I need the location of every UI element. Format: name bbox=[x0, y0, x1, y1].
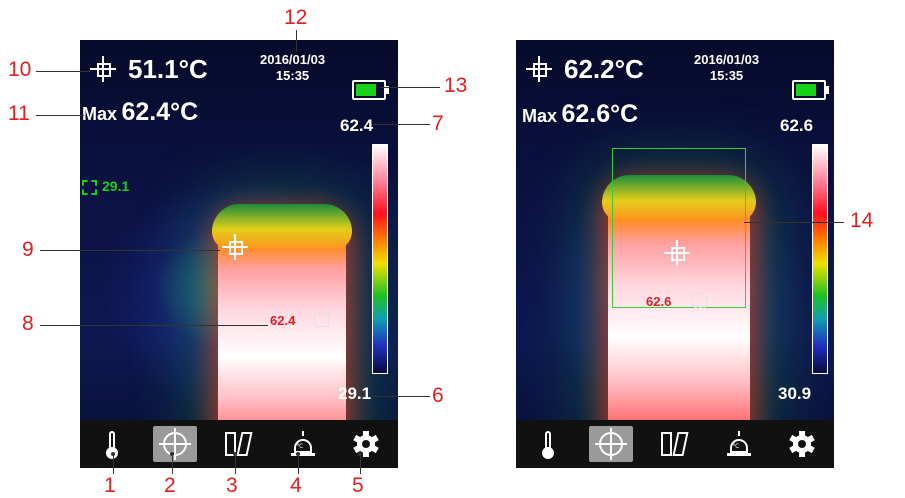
leader-2 bbox=[172, 454, 173, 474]
tool-alarm[interactable]: ℃ bbox=[281, 426, 325, 462]
callout-10: 10 bbox=[8, 58, 32, 81]
hot-spot-icon bbox=[314, 312, 329, 327]
battery-icon bbox=[352, 80, 389, 100]
thermometer-icon bbox=[541, 431, 554, 459]
scale-max-value: 62.4 bbox=[340, 116, 374, 135]
date-text: 2016/01/03 bbox=[694, 52, 760, 67]
leader-9 bbox=[40, 250, 220, 251]
tool-settings[interactable] bbox=[780, 426, 824, 462]
leader-5 bbox=[360, 454, 361, 474]
spot-temperature: 51.1°C bbox=[128, 54, 208, 84]
callout-13: 13 bbox=[444, 74, 468, 97]
tool-palette[interactable] bbox=[653, 426, 697, 462]
spot-crosshair-icon bbox=[526, 56, 552, 82]
toolbar: ℃ bbox=[80, 420, 398, 468]
callout-4: 4 bbox=[290, 474, 302, 497]
callout-12: 12 bbox=[284, 6, 308, 29]
max-readout: Max 62.6°C bbox=[522, 100, 638, 129]
measurement-area-box[interactable] bbox=[612, 148, 746, 308]
leader-1 bbox=[113, 454, 114, 474]
toolbar: ℃ bbox=[516, 420, 834, 468]
alarm-icon: ℃ bbox=[290, 431, 316, 457]
leader-11 bbox=[36, 115, 84, 116]
thermal-screen-a: 51.1°C 2016/01/03 15:35 Max 62.4°C 62.4 … bbox=[80, 40, 398, 468]
thermal-screen-b: 62.2°C 2016/01/03 15:35 Max 62.6°C 62.6 … bbox=[516, 40, 834, 468]
leader-10 bbox=[36, 71, 90, 72]
battery-icon bbox=[792, 80, 829, 100]
tool-settings[interactable] bbox=[344, 426, 388, 462]
leader-6 bbox=[372, 396, 430, 397]
hot-spot-temperature: 62.6 bbox=[646, 294, 672, 309]
target-icon bbox=[159, 428, 192, 460]
tool-measure[interactable] bbox=[589, 426, 634, 462]
leader-3 bbox=[235, 454, 236, 474]
leader-dot-4 bbox=[296, 452, 300, 456]
datetime: 2016/01/03 15:35 bbox=[694, 52, 759, 84]
alarm-icon: ℃ bbox=[726, 431, 752, 457]
callout-5: 5 bbox=[352, 474, 364, 497]
leader-12 bbox=[296, 30, 297, 52]
gear-icon bbox=[353, 431, 379, 457]
palette-icon bbox=[224, 432, 253, 456]
leader-7 bbox=[372, 124, 430, 125]
tool-alarm[interactable]: ℃ bbox=[717, 426, 761, 462]
scale-min-value: 30.9 bbox=[778, 384, 812, 403]
object-rim bbox=[602, 175, 756, 221]
callout-2: 2 bbox=[164, 474, 176, 497]
palette-icon bbox=[660, 432, 689, 456]
callout-14: 14 bbox=[850, 209, 874, 232]
leader-dot-1 bbox=[111, 452, 115, 456]
center-crosshair-icon bbox=[664, 240, 690, 266]
leader-14 bbox=[744, 222, 844, 223]
leader-4 bbox=[298, 454, 299, 474]
area-temperature: 29.1 bbox=[102, 178, 130, 194]
leader-dot-3 bbox=[233, 452, 237, 456]
max-label: Max bbox=[82, 104, 118, 124]
target-icon bbox=[595, 428, 628, 460]
scale-min-value: 29.1 bbox=[338, 384, 372, 403]
spot-crosshair-icon bbox=[90, 56, 116, 82]
max-label: Max bbox=[522, 106, 558, 126]
color-scale-bar bbox=[812, 144, 828, 374]
callout-6: 6 bbox=[432, 384, 444, 407]
max-temperature: 62.4°C bbox=[121, 98, 199, 126]
alarm-icon-text: ℃ bbox=[296, 444, 304, 450]
tool-temperature[interactable] bbox=[526, 426, 570, 462]
callout-1: 1 bbox=[104, 474, 116, 497]
time-text: 15:35 bbox=[709, 68, 744, 83]
center-crosshair-icon bbox=[222, 234, 248, 260]
hot-spot-temperature: 62.4 bbox=[270, 313, 296, 328]
tool-palette[interactable] bbox=[217, 426, 261, 462]
tool-measure[interactable] bbox=[153, 426, 198, 462]
hot-object bbox=[212, 204, 352, 444]
tool-temperature[interactable] bbox=[90, 426, 134, 462]
spot-temperature: 62.2°C bbox=[564, 54, 644, 84]
callout-8: 8 bbox=[22, 312, 34, 335]
alarm-icon-text: ℃ bbox=[732, 444, 740, 450]
area-marker-icon bbox=[82, 180, 97, 195]
callout-7: 7 bbox=[432, 112, 444, 135]
time-text: 15:35 bbox=[275, 68, 310, 83]
callout-11: 11 bbox=[8, 102, 30, 125]
leader-13 bbox=[380, 87, 440, 88]
callout-3: 3 bbox=[226, 474, 238, 497]
date-text: 2016/01/03 bbox=[260, 52, 326, 67]
callout-9: 9 bbox=[22, 238, 34, 261]
max-temperature: 62.6°C bbox=[561, 100, 639, 128]
leader-dot-2 bbox=[170, 452, 174, 456]
hot-spot-icon bbox=[692, 293, 707, 308]
scale-max-value: 62.6 bbox=[780, 116, 814, 135]
gear-icon bbox=[789, 431, 815, 457]
leader-dot-5 bbox=[358, 452, 362, 456]
color-scale-bar bbox=[372, 144, 388, 374]
max-readout: Max 62.4°C bbox=[82, 98, 198, 127]
leader-8 bbox=[40, 325, 268, 326]
datetime: 2016/01/03 15:35 bbox=[260, 52, 325, 84]
